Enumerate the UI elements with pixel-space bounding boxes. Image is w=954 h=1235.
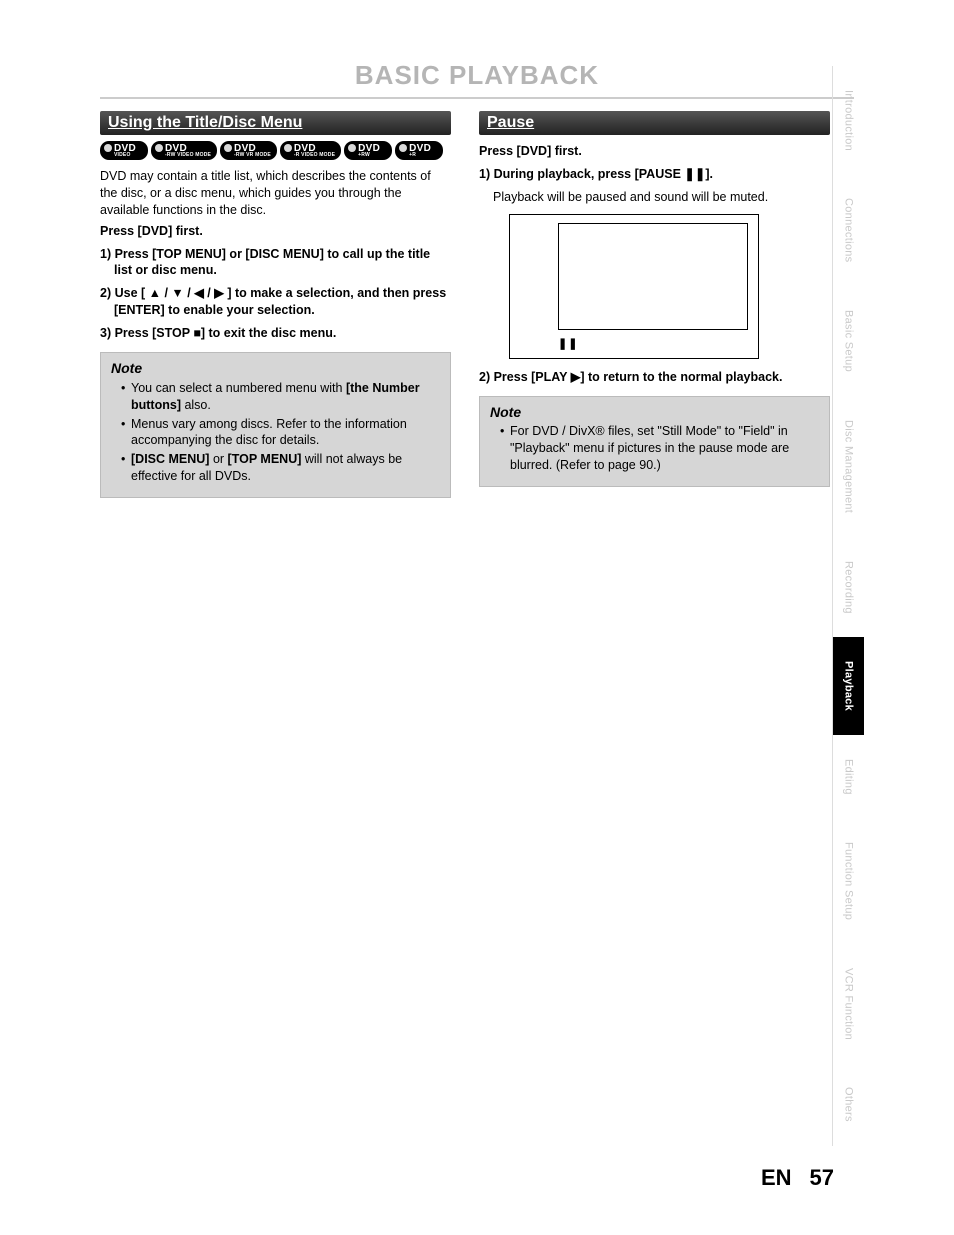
page-footer: EN 57 xyxy=(761,1165,834,1191)
tab-label: Function Setup xyxy=(843,842,855,920)
footer-page-number: 57 xyxy=(810,1165,834,1190)
side-tabs: Introduction Connections Basic Setup Dis… xyxy=(832,66,864,1146)
note-item-right-1: For DVD / DivX® files, set "Still Mode" … xyxy=(500,423,819,474)
note-item-3: [DISC MENU] or [TOP MENU] will not alway… xyxy=(121,451,440,485)
badge-dvd-rw-video: DVD-RW VIDEO MODE xyxy=(151,141,217,160)
note-box-left: Note You can select a numbered menu with… xyxy=(100,352,451,498)
step-2-right: 2) Press [PLAY ▶] to return to the norma… xyxy=(479,369,830,386)
step-3-left-text: 3) Press [STOP ■] to exit the disc menu. xyxy=(100,326,336,340)
page-root: BASIC PLAYBACK Using the Title/Disc Menu… xyxy=(0,0,954,1235)
left-column: Using the Title/Disc Menu DVDVIDEO DVD-R… xyxy=(100,111,451,498)
right-column: Pause Press [DVD] first. 1) During playb… xyxy=(479,111,830,498)
note-item-3-bold2: [TOP MENU] xyxy=(228,452,302,466)
step-2-right-lead: 2) Press [PLAY ▶] to return to the norma… xyxy=(479,370,782,384)
content-columns: Using the Title/Disc Menu DVDVIDEO DVD-R… xyxy=(100,111,830,498)
note-title-right: Note xyxy=(490,403,819,422)
press-dvd-first-left: Press [DVD] first. xyxy=(100,223,451,240)
tab-introduction[interactable]: Introduction xyxy=(832,66,864,175)
note-box-right: Note For DVD / DivX® files, set "Still M… xyxy=(479,396,830,488)
badge-dvd-plus-r: DVD+R xyxy=(395,141,443,160)
note-item-right-1-text: For DVD / DivX® files, set "Still Mode" … xyxy=(510,424,789,472)
tab-disc-management[interactable]: Disc Management xyxy=(832,396,864,537)
note-title-left: Note xyxy=(111,359,440,378)
tab-basic-setup[interactable]: Basic Setup xyxy=(832,287,864,397)
tab-label: Basic Setup xyxy=(843,310,855,372)
tab-function-setup[interactable]: Function Setup xyxy=(832,818,864,944)
section-heading-text: Using the Title/Disc Menu xyxy=(108,114,302,131)
note-item-1-pre: You can select a numbered menu with xyxy=(131,381,346,395)
step-1-left: 1) Press [TOP MENU] or [DISC MENU] to ca… xyxy=(100,246,451,280)
tab-others[interactable]: Others xyxy=(832,1064,864,1146)
tv-screen-illustration: ❚❚ xyxy=(509,214,759,359)
tv-screen-inner xyxy=(558,223,748,330)
tab-label: Others xyxy=(843,1087,855,1122)
note-list-left: You can select a numbered menu with [the… xyxy=(111,380,440,485)
tab-label: VCR Function xyxy=(843,968,855,1040)
section-header-title-disc-menu: Using the Title/Disc Menu xyxy=(100,111,451,135)
tab-vcr-function[interactable]: VCR Function xyxy=(832,944,864,1064)
step-2-left: 2) Use [ ▲ / ▼ / ◀ / ▶ ] to make a selec… xyxy=(100,285,451,319)
badge-dvd-video: DVDVIDEO xyxy=(100,141,148,160)
note-item-3-mid: or xyxy=(209,452,227,466)
badge-dvd-rw-vr: DVD-RW VR MODE xyxy=(220,141,277,160)
pause-icon: ❚❚ xyxy=(558,337,578,350)
step-3-left: 3) Press [STOP ■] to exit the disc menu. xyxy=(100,325,451,342)
tab-label: Disc Management xyxy=(843,420,855,513)
tab-label: Introduction xyxy=(843,90,855,151)
step-1-right-body: Playback will be paused and sound will b… xyxy=(479,189,830,206)
page-title: BASIC PLAYBACK xyxy=(100,60,854,99)
tab-connections[interactable]: Connections xyxy=(832,175,864,287)
tab-playback[interactable]: Playback xyxy=(832,637,864,735)
note-item-2-text: Menus vary among discs. Refer to the inf… xyxy=(131,417,407,448)
footer-lang: EN xyxy=(761,1165,792,1190)
press-dvd-first-right: Press [DVD] first. xyxy=(479,143,830,160)
badge-dvd-r-video: DVD-R VIDEO MODE xyxy=(280,141,341,160)
tab-label: Editing xyxy=(843,759,855,795)
step-2-left-text: 2) Use [ ▲ / ▼ / ◀ / ▶ ] to make a selec… xyxy=(100,286,446,317)
tab-label: Connections xyxy=(843,198,855,262)
tab-recording[interactable]: Recording xyxy=(832,537,864,637)
note-list-right: For DVD / DivX® files, set "Still Mode" … xyxy=(490,423,819,474)
section-heading-pause-text: Pause xyxy=(487,114,534,131)
note-item-1-post: also. xyxy=(181,398,211,412)
disc-type-badges: DVDVIDEO DVD-RW VIDEO MODE DVD-RW VR MOD… xyxy=(100,141,451,160)
tab-editing[interactable]: Editing xyxy=(832,735,864,818)
intro-paragraph: DVD may contain a title list, which desc… xyxy=(100,168,451,219)
badge-dvd-plus-rw: DVD+RW xyxy=(344,141,392,160)
section-header-pause: Pause xyxy=(479,111,830,135)
tab-label: Recording xyxy=(843,561,855,614)
note-item-1: You can select a numbered menu with [the… xyxy=(121,380,440,414)
step-1-right-lead: 1) During playback, press [PAUSE ❚❚]. xyxy=(479,167,713,181)
note-item-3-bold1: [DISC MENU] xyxy=(131,452,209,466)
step-1-right: 1) During playback, press [PAUSE ❚❚]. xyxy=(479,166,830,183)
note-item-2: Menus vary among discs. Refer to the inf… xyxy=(121,416,440,450)
tab-label: Playback xyxy=(843,661,855,711)
step-1-left-text: 1) Press [TOP MENU] or [DISC MENU] to ca… xyxy=(100,247,430,278)
